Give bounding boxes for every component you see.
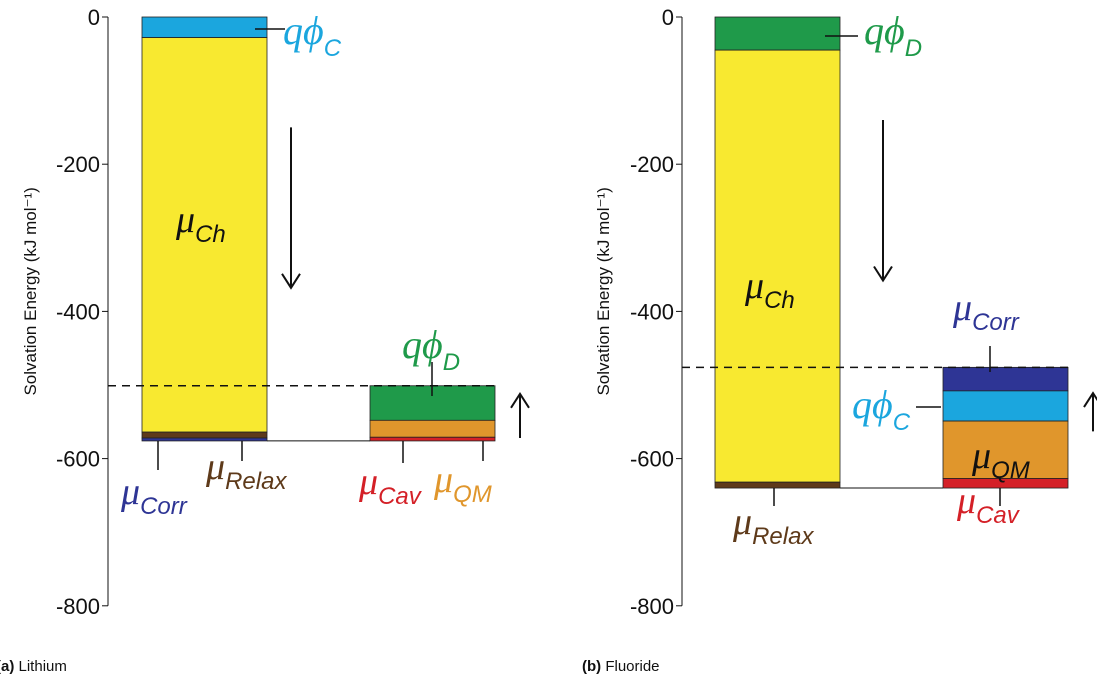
bar-segment-qphi-d [714, 16, 841, 51]
bar-segment-chem [714, 49, 841, 483]
y-axis-title: Solvation Energy (kJ mol⁻¹) [21, 187, 40, 395]
label-qphi-c: qϕC [852, 382, 911, 436]
panel-b: 0 -200 -400 -600 -800 Solvation Energy (kJ mo… [582, 5, 1097, 675]
label-mu-corr: μCorr [120, 471, 188, 520]
label-mu-qm: μQM [433, 459, 492, 508]
arrow-down-head [281, 273, 301, 290]
arrow-up-head [510, 391, 530, 409]
label-subscript: QM [453, 481, 492, 508]
panel-caption: (a) Lithium [0, 658, 67, 675]
label-mu-relax: μRelax [205, 446, 287, 495]
y-tick-label: -600 [56, 447, 100, 472]
label-subscript: D [443, 349, 460, 376]
label-subscript: C [893, 409, 911, 436]
bar-segment-relax [714, 481, 841, 489]
bar-segment-corr [942, 366, 1069, 392]
panel-caption-text: Lithium [14, 658, 67, 675]
bar-segment-chem [141, 37, 268, 433]
label-mu-cav: μCav [358, 461, 423, 510]
panel-caption-tag: (b) [582, 658, 601, 675]
panel-caption-tag: (a) [0, 658, 14, 675]
y-tick-label: -600 [630, 447, 674, 472]
label-mu-corr: μCorr [952, 287, 1020, 336]
y-tick-label: 0 [88, 5, 100, 30]
y-tick-label: -200 [630, 152, 674, 177]
bar-segment-corr [141, 437, 268, 442]
label-subscript: D [905, 35, 922, 62]
bar-segment-cav [369, 436, 496, 442]
arrow-up-head [1083, 391, 1097, 408]
y-tick-label: 0 [662, 5, 674, 30]
arrow-down-head [873, 265, 893, 283]
y-tick-label: -800 [56, 594, 100, 619]
label-subscript: Relax [752, 523, 814, 550]
label-subscript: Corr [140, 493, 188, 520]
label-qphi-d: qϕD [402, 322, 460, 376]
label-subscript: Cav [378, 483, 423, 510]
y-tick-label: -400 [630, 299, 674, 324]
panel-caption-text: Fluoride [601, 658, 659, 675]
label-mu-relax: μRelax [732, 501, 814, 550]
panel-caption: (b) Fluoride [582, 658, 660, 675]
bar-segment-cav [942, 478, 1069, 489]
bar-segment-qphi-c [942, 390, 1069, 422]
y-axis-title: Solvation Energy (kJ mol⁻¹) [594, 187, 613, 395]
bar-segment-qphi-c [141, 16, 268, 39]
y-tick-label: -400 [56, 299, 100, 324]
label-subscript: Corr [972, 309, 1020, 336]
label-subscript: Relax [225, 468, 287, 495]
label-subscript: Cav [976, 502, 1021, 529]
label-subscript: C [324, 35, 342, 62]
bar-segment-qm [369, 419, 496, 438]
label-qphi-c: qϕC [283, 8, 342, 62]
label-subscript: Ch [764, 287, 795, 314]
label-qphi-d: qϕD [864, 8, 922, 62]
label-subscript: QM [991, 457, 1030, 484]
bar-segment-qm [942, 420, 1069, 479]
label-subscript: Ch [195, 221, 226, 248]
y-tick-label: -800 [630, 594, 674, 619]
bar-segment-relax [141, 431, 268, 439]
panel-a: 0 -200 -400 -600 -800 Solvation Energy (kJ mo… [0, 5, 530, 675]
y-tick-label: -200 [56, 152, 100, 177]
